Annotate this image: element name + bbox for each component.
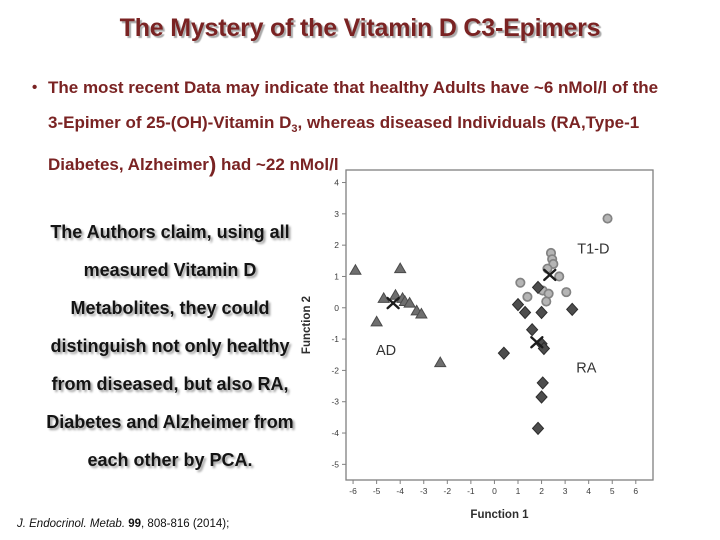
scatter-point-triangle: [415, 307, 428, 319]
centroid-x-marker: [530, 336, 544, 349]
x-tick-label: 3: [563, 486, 568, 496]
y-tick-label: -5: [331, 459, 339, 469]
y-tick-label: 0: [334, 303, 339, 313]
authors-claim-text: The Authors claim, using all measured Vit…: [28, 213, 312, 479]
claim-text-line: Diabetes and Alzheimer from: [46, 412, 294, 432]
scatter-point-circle: [541, 296, 552, 307]
claim-text-line: from diseased, but also RA,: [51, 374, 289, 394]
x-tick-label: -1: [467, 486, 475, 496]
scatter-point-circle: [602, 213, 613, 224]
centroid-x-marker: [543, 268, 557, 282]
scatter-point-diamond: [531, 421, 545, 436]
y-tick-label: 2: [334, 240, 339, 250]
bullet-paragraph: • The most recent Data may indicate that…: [30, 70, 706, 182]
scatter-point-triangle: [393, 262, 407, 274]
claim-text-line: distinguish not only healthy: [50, 336, 290, 356]
bullet-marker-icon: •: [32, 79, 38, 96]
x-tick-label: 6: [633, 486, 638, 496]
scatter-point-diamond: [497, 346, 511, 360]
scatter-point-diamond: [535, 305, 548, 320]
cluster-label-ad: AD: [376, 343, 396, 359]
x-tick-label: 1: [516, 486, 521, 496]
x-tick-label: 5: [610, 486, 615, 496]
scatter-point-circle: [515, 277, 526, 288]
y-tick-label: -2: [331, 365, 339, 375]
x-tick-label: -2: [444, 486, 452, 496]
scatter-point-circle: [554, 271, 565, 282]
claim-text-line: The Authors claim, using all: [50, 222, 290, 242]
x-axis-title: Function 1: [470, 509, 529, 521]
centroid-x-marker: [386, 296, 400, 310]
bullet-text-line: Diabetes, Alzheimer) had ~22 nMol/l: [48, 152, 339, 177]
scatter-chart: -6 -5 -4 -3 -2 -1 0 1 2 3 4 5 6 -5 -4 -3 -2 -1 0 1 2 3 4 Functi…: [296, 162, 668, 522]
scatter-point-diamond: [566, 302, 579, 317]
cluster-label-t1-d: T1-D: [577, 241, 609, 257]
citation-journal: J. Endocrinol. Metab.: [17, 518, 126, 530]
y-tick-label: -3: [331, 397, 339, 407]
scatter-point-diamond: [525, 322, 539, 337]
cluster-label-ra: RA: [576, 360, 596, 376]
pca-scatter-plot: -6 -5 -4 -3 -2 -1 0 1 2 3 4 5 6 -5 -4 -3 -2 -1 0 1 2 3 4 Functi…: [301, 169, 654, 521]
x-tick-label: -4: [396, 486, 404, 496]
bullet-text-line: The most recent Data may indicate that h…: [48, 78, 659, 97]
citation: J. Endocrinol. Metab. 99, 808-816 (2014)…: [17, 518, 229, 530]
scatter-point-diamond: [511, 297, 525, 312]
scatter-point-triangle: [349, 263, 362, 275]
y-tick-label: 3: [334, 209, 339, 219]
scatter-point-circle: [561, 287, 572, 298]
scatter-point-triangle: [389, 288, 402, 300]
claim-text-line: measured Vitamin D: [83, 260, 257, 280]
scatter-point-diamond: [518, 305, 532, 320]
bullet-text-line: 3-Epimer of 25-(OH)-Vitamin D3, whereas …: [48, 113, 640, 135]
claim-text-line: Metabolites, they could: [70, 298, 270, 318]
plot-frame: [345, 169, 654, 481]
slide-title: The Mystery of the Vitamin D C3-Epimers: [119, 14, 601, 42]
y-tick-label: -1: [331, 334, 339, 344]
claim-text-line: each other by PCA.: [87, 450, 253, 470]
x-tick-label: 2: [539, 486, 544, 496]
x-tick-label: -3: [420, 486, 428, 496]
x-tick-label: -6: [349, 486, 357, 496]
bullet-text: The most recent Data may indicate that h…: [30, 70, 706, 182]
citation-pages: , 808-816 (2014);: [141, 518, 230, 530]
scatter-point-diamond: [535, 390, 548, 404]
x-tick-label: 4: [586, 486, 591, 496]
citation-volume: 99: [125, 518, 142, 530]
y-tick-label: -4: [331, 428, 339, 438]
scatter-point-circle: [522, 291, 533, 302]
scatter-point-triangle: [433, 356, 447, 368]
scatter-point-diamond: [531, 280, 545, 295]
x-tick-label: -5: [373, 486, 381, 496]
y-axis-title: Function 2: [301, 296, 313, 354]
y-tick-label: 1: [334, 271, 339, 281]
scatter-point-diamond: [536, 376, 549, 390]
scatter-point-triangle: [370, 315, 383, 327]
x-tick-label: 0: [492, 486, 497, 496]
scatter-point-triangle: [377, 291, 391, 303]
scatter-point-triangle: [403, 296, 416, 308]
y-tick-label: 4: [334, 178, 339, 188]
